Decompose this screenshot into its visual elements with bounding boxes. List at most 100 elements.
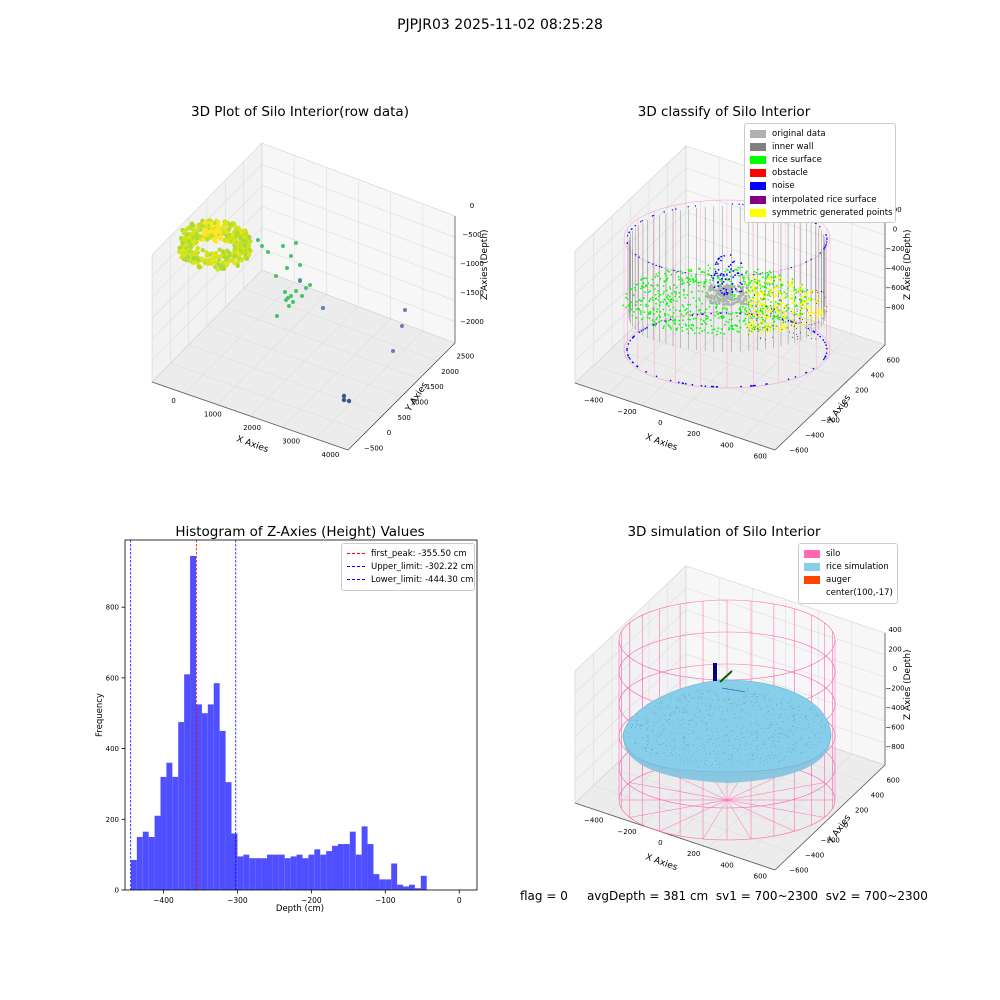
simulation-rice-dot [644,746,646,748]
raw-point-mid [287,304,291,308]
classify-rice-point [709,282,711,284]
simulation-rice-dot [657,708,658,710]
simulation-rice-dot [768,711,769,713]
raw-point-mid [308,283,312,287]
classify-noise-point [713,274,716,277]
classify-symmetric-point [748,326,751,329]
simulation-rice-dot [788,749,790,750]
simulation-rice-dot [642,737,644,739]
classify-noise-point [720,259,722,262]
raw-point-far [321,306,325,310]
classify-dark-point [751,317,753,319]
simulation-rice-dot [672,754,673,756]
simulation-rice-dot [782,746,784,747]
classify-symmetric-point [800,287,803,290]
classify-dark-point [799,332,801,334]
classify-dark-point [772,336,774,338]
simulation-auger-trace [721,687,746,693]
classify-symmetric-point [752,329,755,332]
classify-dark-point [763,293,765,295]
simulation-rice-dot [651,729,653,731]
legend-swatch [804,562,820,571]
classify-dark-point [826,306,828,308]
simulation-rice-dot [683,763,684,764]
axes-grid-line [243,288,438,362]
simulation-rice-dot [666,719,668,721]
classify-x-tick: 400 [720,441,733,449]
simulation-rice-dot [684,712,686,713]
classify-3d-tick-labels: −400−2000200400600−600−400−2000200400600… [584,206,905,460]
classify-rice-point [775,315,778,318]
simulation-rice-dot [707,691,709,693]
classify-symmetric-point [751,320,754,323]
classify-noise-point [825,234,827,236]
classify-rice-point [739,326,742,329]
raw-point-far [400,324,404,328]
classify-rice-point [739,306,742,309]
simulation-rice-dot [668,696,670,698]
classify-dark-point [796,308,798,310]
legend-item-lower-limit: Lower_limit: -444.30 cm [347,573,473,586]
classify-rice-point [654,276,657,278]
axes-x-line [574,802,776,871]
simulation-rice-dot [672,712,674,714]
simulation-rice-dot [814,736,816,738]
classify-original-point [722,303,726,306]
simulation-rice-dot [804,715,806,717]
classify-symmetric-point [779,329,782,332]
classify-rice-point [716,277,719,279]
simulation-rice-dot [647,737,649,738]
simulation-rice-dot [680,759,681,761]
classify-noise-point [691,383,694,386]
classify-symmetric-point [746,282,749,285]
histogram-bar [243,854,250,890]
raw-point-ring [224,230,230,235]
classify-rice-point [697,297,700,300]
classify-rice-point [677,276,680,278]
simulation-rice-dot [775,754,777,756]
simulation-rice-dot [740,751,741,753]
simulation-rice-dot [728,736,729,738]
simulation-rice-dot [734,716,736,718]
classify-rice-point [762,312,764,315]
classify-rice-point [706,315,709,318]
classify-rice-point [689,318,691,321]
simulation-rice-dot [646,722,647,724]
simulation-rice-dot [655,739,657,741]
classify-noise-point [719,289,722,292]
classify-rice-point [674,323,677,325]
classify-symmetric-point [750,305,753,308]
simulation-rice-dot [766,761,768,763]
classify-rice-point [794,297,797,300]
classify-noise-point [781,318,784,321]
simulation-rice-dot [640,725,642,727]
classify-symmetric-point [760,330,763,333]
classify-rice-point [701,290,704,293]
raw-point-ring [239,258,244,263]
histogram-bar [385,879,392,890]
classify-rice-point [653,288,656,290]
classify-symmetric-point [756,295,759,298]
simulation-rice-dot [705,689,707,691]
classify-noise-point [635,254,637,256]
raw-point-ring [180,253,185,258]
simulation-rice-dot [770,727,771,728]
classify-rice-point [628,305,631,307]
classify-symmetric-point [760,322,763,325]
simulation-rice-dot [645,747,647,748]
classify-rice-point [707,269,710,272]
histogram-bar [379,879,386,890]
simulation-rice-dot [704,698,706,700]
raw-point-ring [191,255,196,261]
classify-symmetric-point [768,325,771,328]
simulation-rice-dot [762,753,764,755]
classify-rice-point [778,318,780,321]
classify-rice-point [779,278,782,281]
simulation-rice-dot [814,734,816,736]
classify-rice-point [695,278,698,281]
simulation-rice-dot [685,738,686,740]
classify-rice-point [748,279,750,281]
classify-y-tick: 0 [844,402,848,410]
classify-original-point [738,298,741,302]
simulation-rice-dot [743,697,745,698]
